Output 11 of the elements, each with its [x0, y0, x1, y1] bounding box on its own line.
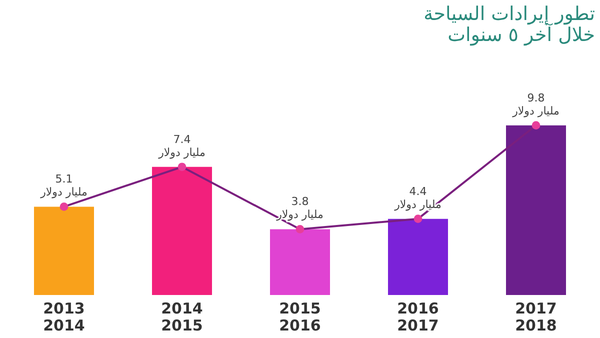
- bar: [506, 125, 566, 295]
- chart-title: تطور إيرادات السياحة خلال آخر ٥ سنوات: [424, 3, 595, 46]
- bar: [34, 206, 94, 295]
- bar: [270, 229, 330, 295]
- x-tick-label: 2015 2016: [279, 300, 321, 334]
- bar: [152, 166, 212, 295]
- bar: [388, 218, 448, 295]
- x-tick-label: 2017 2018: [515, 300, 557, 334]
- x-tick-label: 2014 2015: [161, 300, 203, 334]
- x-tick-label: 2013 2014: [43, 300, 85, 334]
- x-tick-label: 2016 2017: [397, 300, 439, 334]
